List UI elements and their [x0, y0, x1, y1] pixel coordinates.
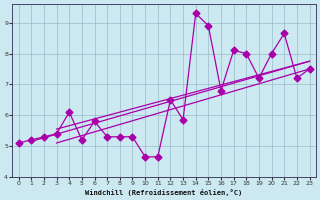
X-axis label: Windchill (Refroidissement éolien,°C): Windchill (Refroidissement éolien,°C): [85, 189, 243, 196]
